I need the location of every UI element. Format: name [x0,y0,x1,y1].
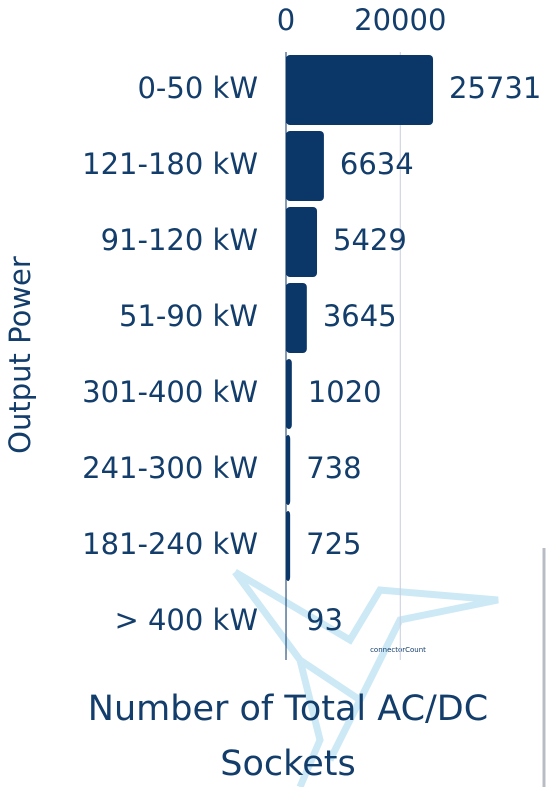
value-label: 93 [306,603,343,637]
y-tick-label: 181-240 kW [82,527,258,561]
y-tick-label: > 400 kW [114,603,258,637]
bar [286,55,434,125]
y-axis-label: Output Power [3,256,37,454]
y-tick-label: 241-300 kW [82,451,258,485]
value-label: 3645 [323,299,397,333]
y-tick-label: 91-120 kW [101,223,258,257]
value-label: 5429 [333,223,407,257]
value-label: 25731 [449,71,541,105]
x-axis-label: Number of Total AC/DC [88,689,488,729]
value-label: 725 [306,527,361,561]
value-label: 738 [306,451,361,485]
bar [286,511,291,581]
y-tick-label: 51-90 kW [119,299,258,333]
value-label: 6634 [340,147,414,181]
annotation: connectorCount [370,646,426,654]
x-tick-label: 0 [277,3,295,37]
bar [286,587,287,657]
bar [286,435,291,505]
bar [286,207,318,277]
y-tick-label: 121-180 kW [82,147,258,181]
value-label: 1020 [308,375,382,409]
x-axis-label: Sockets [220,744,355,784]
bar [286,131,324,201]
bar [286,359,292,429]
watermark [232,568,499,787]
bar [286,283,307,353]
y-tick-label: 0-50 kW [137,71,258,105]
y-tick-label: 301-400 kW [82,375,258,409]
x-tick-label: 20000 [354,3,446,37]
